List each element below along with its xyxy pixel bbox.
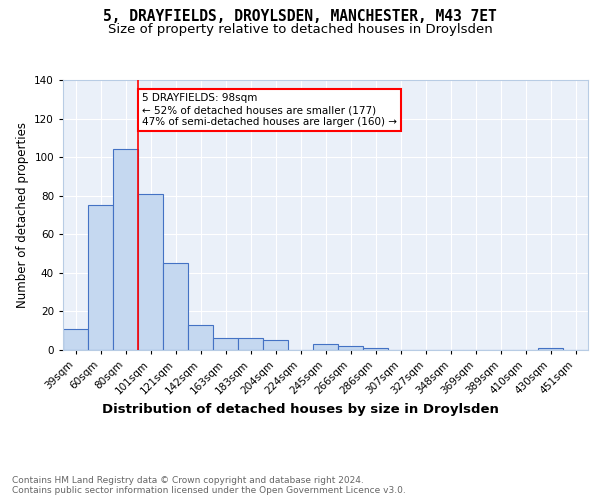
Bar <box>113 150 138 350</box>
Text: 5 DRAYFIELDS: 98sqm
← 52% of detached houses are smaller (177)
47% of semi-detac: 5 DRAYFIELDS: 98sqm ← 52% of detached ho… <box>142 94 397 126</box>
Text: Size of property relative to detached houses in Droylsden: Size of property relative to detached ho… <box>107 22 493 36</box>
Bar <box>163 263 188 350</box>
Y-axis label: Number of detached properties: Number of detached properties <box>16 122 29 308</box>
Bar <box>88 206 113 350</box>
Bar <box>138 194 163 350</box>
Bar <box>538 348 563 350</box>
Bar <box>63 329 88 350</box>
Bar <box>338 346 363 350</box>
Text: Distribution of detached houses by size in Droylsden: Distribution of detached houses by size … <box>101 402 499 415</box>
Text: Contains HM Land Registry data © Crown copyright and database right 2024.
Contai: Contains HM Land Registry data © Crown c… <box>12 476 406 495</box>
Text: 5, DRAYFIELDS, DROYLSDEN, MANCHESTER, M43 7ET: 5, DRAYFIELDS, DROYLSDEN, MANCHESTER, M4… <box>103 9 497 24</box>
Bar <box>213 338 238 350</box>
Bar <box>238 338 263 350</box>
Bar <box>263 340 288 350</box>
Bar <box>313 344 338 350</box>
Bar <box>188 325 213 350</box>
Bar <box>363 348 388 350</box>
